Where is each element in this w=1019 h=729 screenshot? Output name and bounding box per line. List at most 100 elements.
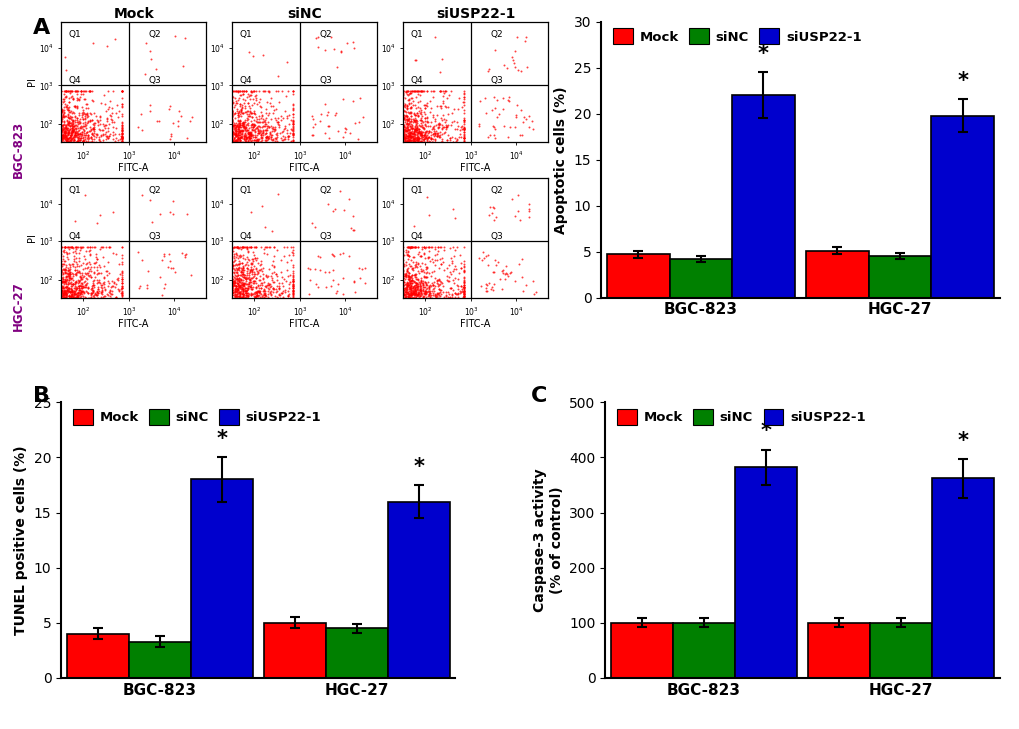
Point — [235, 278, 252, 290]
Point — [62, 289, 78, 301]
Point — [224, 105, 240, 117]
Point — [226, 128, 243, 140]
Point — [231, 129, 248, 141]
Point — [245, 121, 261, 133]
Point — [239, 280, 256, 292]
Point — [56, 265, 72, 276]
Point — [238, 284, 255, 296]
Point — [59, 270, 75, 282]
Point — [404, 134, 420, 146]
Point — [88, 128, 104, 140]
Point — [284, 273, 301, 284]
Point — [256, 247, 272, 259]
Point — [246, 106, 262, 117]
Point — [455, 280, 472, 292]
Point — [455, 136, 472, 147]
Point — [403, 136, 419, 147]
Point — [234, 274, 251, 286]
Point — [66, 264, 83, 276]
Point — [455, 114, 472, 126]
Point — [231, 135, 248, 147]
Point — [407, 125, 423, 136]
Point — [247, 119, 263, 130]
Point — [395, 282, 412, 294]
Point — [397, 122, 414, 134]
Point — [417, 285, 433, 297]
Point — [426, 129, 442, 141]
Point — [404, 273, 420, 284]
Point — [229, 95, 246, 106]
Point — [263, 134, 279, 146]
Point — [69, 112, 86, 124]
Point — [405, 252, 421, 263]
Point — [345, 224, 362, 235]
Point — [62, 136, 78, 147]
Point — [401, 292, 418, 303]
Point — [53, 120, 69, 131]
Point — [409, 129, 425, 141]
Point — [400, 258, 417, 270]
Point — [403, 292, 419, 303]
Point — [55, 292, 71, 303]
Point — [55, 288, 71, 300]
Point — [253, 292, 269, 303]
Point — [57, 90, 73, 101]
Point — [239, 117, 256, 129]
Point — [225, 85, 242, 97]
Point — [114, 277, 130, 289]
Point — [237, 287, 254, 299]
Point — [421, 125, 437, 136]
Point — [64, 278, 81, 289]
Point — [229, 128, 246, 140]
Point — [234, 120, 251, 132]
Point — [415, 292, 431, 303]
Point — [227, 127, 244, 139]
Point — [63, 284, 79, 296]
Point — [414, 115, 430, 127]
Point — [61, 117, 77, 129]
Point — [81, 129, 97, 141]
Point — [91, 285, 107, 297]
X-axis label: FITC-A: FITC-A — [118, 163, 149, 174]
Point — [98, 119, 114, 130]
Point — [69, 290, 86, 302]
Point — [455, 130, 472, 141]
Point — [410, 287, 426, 299]
Point — [68, 292, 85, 303]
Point — [244, 129, 260, 141]
Point — [257, 280, 273, 292]
Point — [67, 268, 84, 280]
Point — [69, 286, 86, 298]
Point — [409, 281, 425, 292]
Point — [234, 285, 251, 297]
Point — [394, 128, 411, 140]
Point — [63, 289, 79, 300]
Point — [246, 85, 262, 97]
Point — [398, 249, 415, 260]
Point — [429, 241, 445, 253]
Point — [84, 128, 100, 139]
Point — [332, 44, 348, 56]
Point — [86, 107, 102, 119]
Point — [224, 276, 240, 287]
Point — [443, 288, 460, 300]
Point — [264, 129, 280, 141]
Point — [242, 281, 258, 293]
Point — [230, 92, 247, 104]
Point — [408, 124, 424, 136]
Point — [248, 94, 264, 106]
Point — [398, 102, 415, 114]
Point — [316, 44, 332, 55]
Point — [266, 241, 282, 253]
Point — [74, 241, 91, 253]
Point — [138, 37, 154, 49]
Point — [133, 189, 150, 200]
Point — [424, 121, 440, 133]
Point — [86, 130, 102, 141]
Y-axis label: PI: PI — [28, 77, 38, 86]
Point — [284, 134, 301, 146]
Point — [224, 262, 240, 274]
Point — [408, 134, 424, 146]
Point — [139, 282, 155, 294]
Point — [237, 254, 254, 265]
